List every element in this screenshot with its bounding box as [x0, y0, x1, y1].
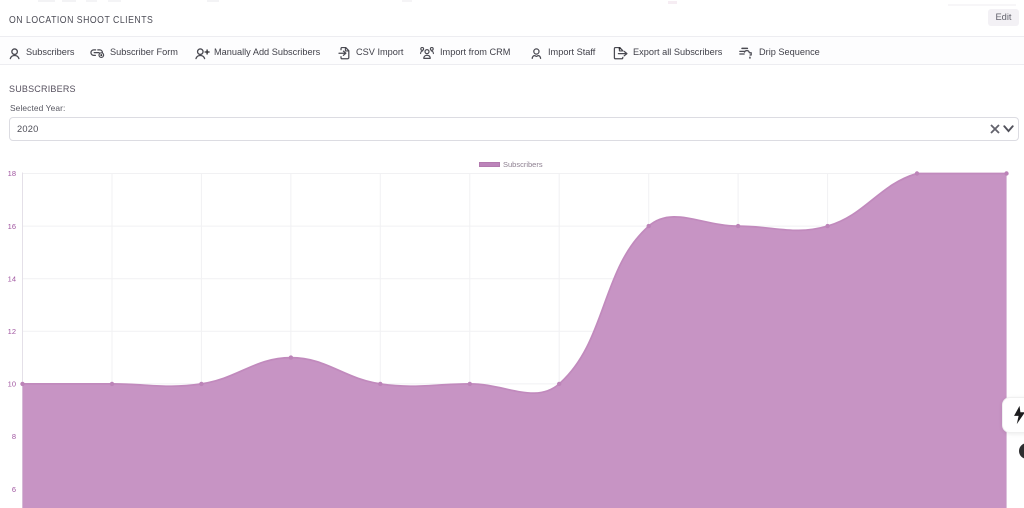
svg-text:18: 18 [8, 169, 16, 178]
svg-text:6: 6 [12, 485, 16, 494]
svg-text:10: 10 [8, 380, 16, 389]
svg-text:12: 12 [8, 327, 16, 336]
svg-text:8: 8 [12, 432, 16, 441]
svg-text:16: 16 [8, 222, 16, 231]
svg-text:14: 14 [8, 274, 16, 283]
